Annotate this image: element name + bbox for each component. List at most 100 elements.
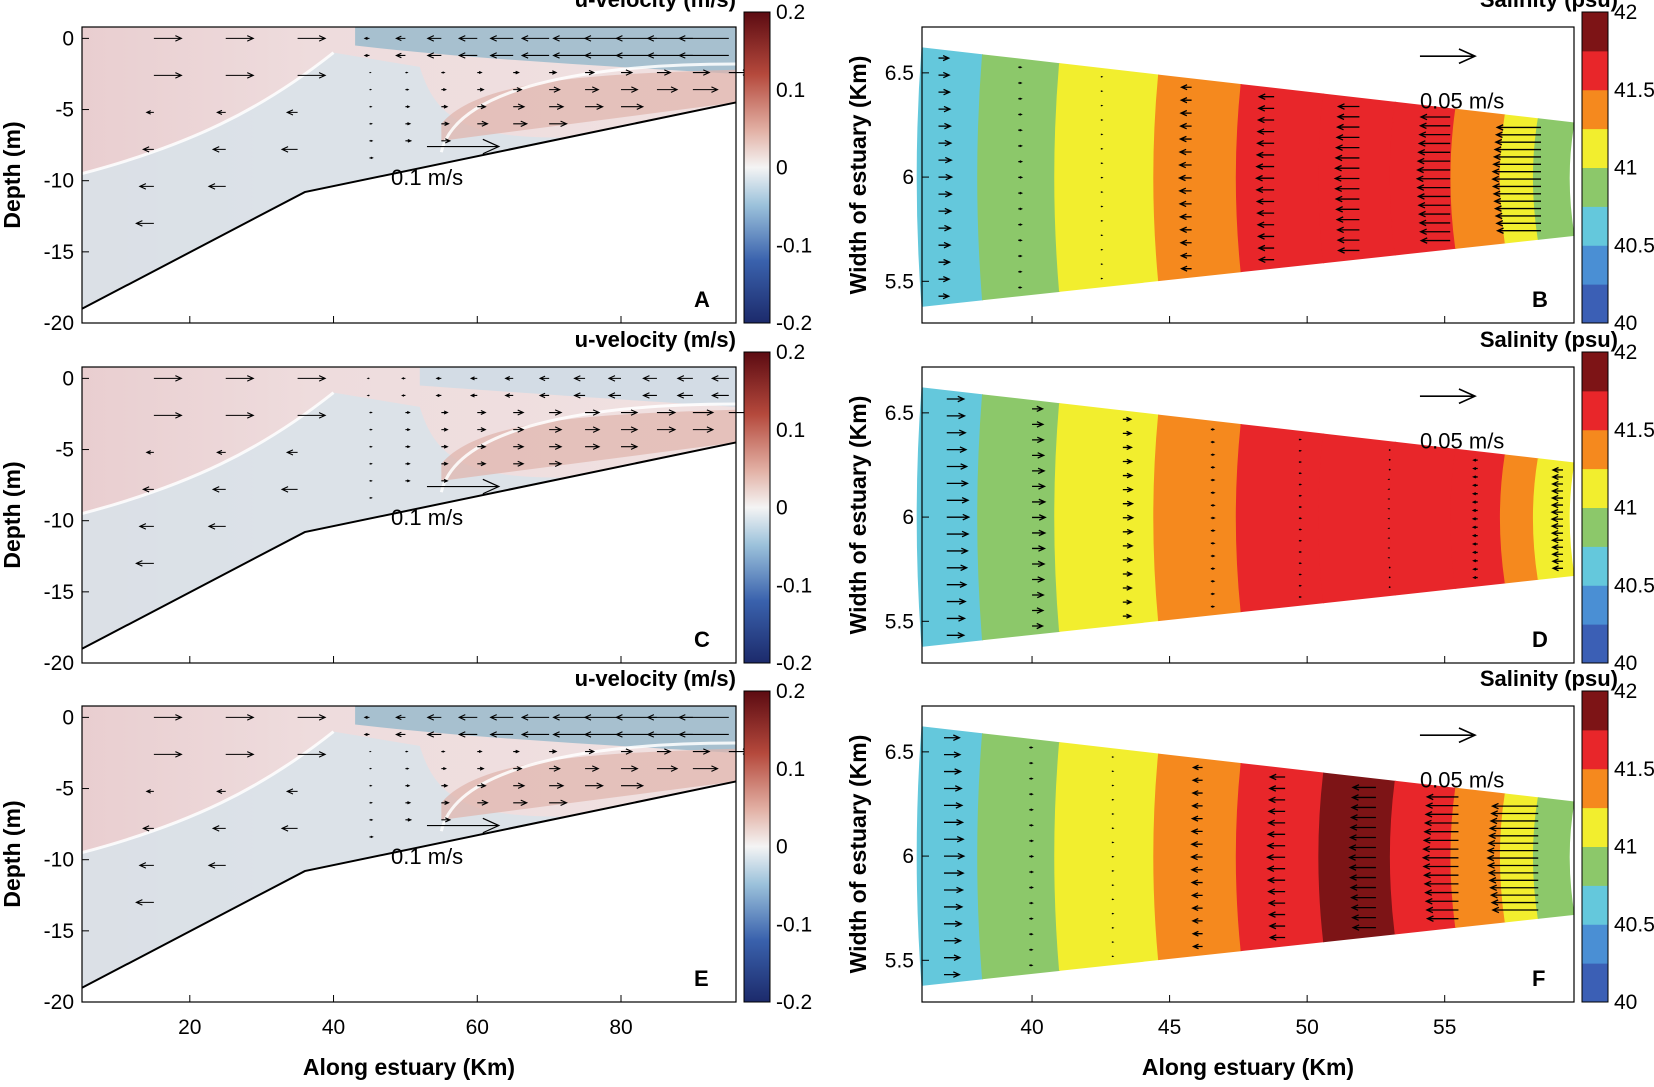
- colorbar-tick-label: -0.1: [776, 234, 812, 257]
- salinity-band: [1054, 742, 1160, 971]
- panel-label: D: [1532, 627, 1548, 652]
- velocity-vector: [1419, 113, 1451, 121]
- velocity-arrow: [692, 748, 711, 755]
- x-tick-label: 80: [609, 1016, 632, 1039]
- velocity-vector: [946, 530, 970, 538]
- velocity-arrow: [583, 714, 622, 721]
- velocity-vector: [1266, 831, 1286, 838]
- y-axis-label: Width of estuary (Km): [845, 56, 871, 295]
- velocity-arrow: [441, 461, 449, 466]
- colorbar-level: [1582, 468, 1608, 508]
- velocity-arrow: [369, 445, 373, 448]
- velocity-vector: [1178, 213, 1192, 221]
- velocity-vector: [1551, 473, 1563, 481]
- reference-vector-label: 0.1 m/s: [391, 844, 463, 869]
- reference-vector: [426, 138, 501, 155]
- panel-C: 0 -5 -10 -15 -20 Depth (m) 0.1 m/s C 0.2 0.1 0 -0.1…: [0, 327, 812, 675]
- colorbar-tick-label: -0.2: [776, 312, 812, 335]
- velocity-arrow: [225, 72, 255, 79]
- velocity-vector: [1210, 529, 1216, 533]
- velocity-vector: [1018, 239, 1023, 242]
- velocity-arrow: [363, 732, 370, 737]
- velocity-vector: [1268, 922, 1286, 930]
- salinity-field: [916, 47, 1575, 307]
- velocity-vector: [946, 632, 966, 639]
- velocity-vector: [1550, 529, 1563, 537]
- velocity-vector: [1416, 166, 1451, 174]
- velocity-vector: [944, 802, 964, 809]
- velocity-vector: [1422, 837, 1459, 844]
- velocity-vector: [1551, 480, 1563, 488]
- colorbar-title: u-velocity (m/s): [575, 0, 736, 12]
- velocity-arrow: [285, 788, 298, 795]
- velocity-arrow: [585, 765, 600, 772]
- velocity-vector: [1179, 109, 1192, 117]
- velocity-arrow: [297, 714, 327, 721]
- velocity-vector: [946, 429, 967, 437]
- velocity-vector: [944, 937, 963, 945]
- velocity-vector: [1491, 175, 1541, 183]
- velocity-vector: [1122, 514, 1135, 521]
- velocity-arrow: [513, 70, 520, 75]
- velocity-arrow: [395, 731, 406, 738]
- y-axis-label: Depth (m): [0, 121, 25, 228]
- y-tick-label: 0: [62, 706, 74, 729]
- velocity-vector: [1471, 533, 1478, 538]
- y-tick-label: -5: [55, 778, 74, 801]
- velocity-vector: [1489, 884, 1539, 892]
- y-tick-label: 0: [62, 367, 74, 390]
- velocity-vector: [1494, 212, 1541, 220]
- colorbar-tick-label: 0: [776, 497, 788, 520]
- axes-frame: [81, 705, 737, 1003]
- velocity-vector: [1486, 847, 1539, 854]
- velocity-arrow: [441, 104, 449, 109]
- velocity-arrow: [225, 375, 255, 382]
- velocity-vector: [1111, 855, 1115, 858]
- velocity-vector: [1191, 802, 1203, 809]
- velocity-arrow: [621, 409, 639, 416]
- velocity-vector: [1471, 508, 1478, 513]
- velocity-vector: [1018, 160, 1024, 164]
- velocity-vector: [1388, 458, 1391, 461]
- velocity-arrow: [469, 376, 478, 381]
- velocity-vector: [1471, 517, 1478, 521]
- velocity-vector: [1029, 932, 1034, 936]
- velocity-arrow: [369, 818, 374, 821]
- velocity-arrow: [656, 426, 677, 433]
- velocity-arrow: [513, 409, 525, 416]
- velocity-arrow: [225, 412, 255, 419]
- velocity-arrow: [549, 120, 568, 127]
- velocity-vector: [1550, 494, 1563, 502]
- reference-vector: [1419, 48, 1477, 65]
- velocity-vector: [1348, 864, 1376, 871]
- velocity-arrow: [477, 71, 483, 75]
- velocity-vector: [1417, 201, 1451, 209]
- velocity-vector: [1350, 794, 1376, 801]
- x-tick-label: 60: [466, 1016, 489, 1039]
- velocity-vector: [1351, 914, 1376, 921]
- velocity-vector: [1179, 239, 1192, 246]
- velocity-vector: [938, 241, 952, 249]
- reference-vector: [426, 817, 501, 834]
- velocity-vector: [1298, 596, 1302, 598]
- velocity-arrow: [642, 392, 657, 399]
- salinity-band: [1389, 441, 1457, 596]
- velocity-vector: [1298, 584, 1303, 587]
- velocity-arrow: [457, 35, 478, 42]
- velocity-arrow: [426, 52, 442, 59]
- velocity-arrow: [405, 428, 411, 432]
- velocity-arrow: [405, 71, 409, 74]
- velocity-vector: [946, 463, 969, 470]
- velocity-arrow: [216, 788, 226, 794]
- velocity-vector: [946, 395, 966, 403]
- velocity-vector: [1487, 869, 1539, 877]
- velocity-arrow: [405, 462, 411, 466]
- seabed-mask: [82, 102, 736, 323]
- velocity-arrow: [513, 120, 529, 127]
- velocity-arrow: [477, 783, 487, 789]
- velocity-arrow: [135, 220, 154, 227]
- velocity-arrow: [585, 69, 596, 76]
- velocity-arrow: [435, 393, 442, 398]
- velocity-vector: [1492, 190, 1541, 198]
- zero-contour: [81, 51, 335, 176]
